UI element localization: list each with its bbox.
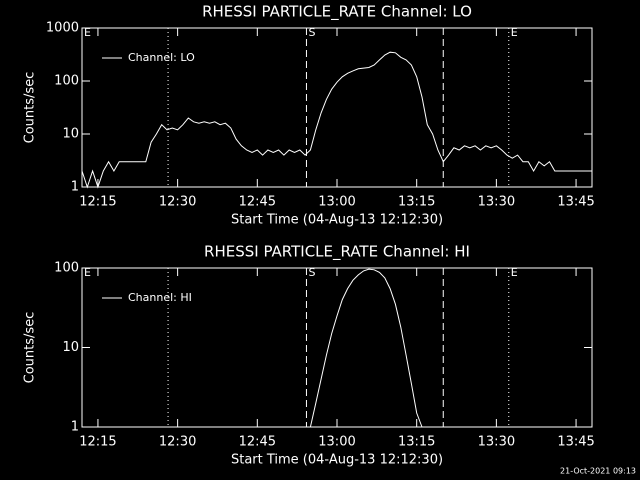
annotation: E <box>511 26 518 39</box>
y-tick-label: 1 <box>71 180 79 195</box>
chart-title: RHESSI PARTICLE_RATE Channel: LO <box>202 3 472 22</box>
x-tick-label: 13:00 <box>318 435 355 450</box>
x-tick-label: 12:15 <box>79 435 116 450</box>
y-axis-title: Counts/sec <box>23 312 38 384</box>
x-tick-label: 12:15 <box>79 195 116 210</box>
x-tick-label: 13:45 <box>557 435 594 450</box>
y-tick-label: 1000 <box>46 21 79 36</box>
annotation: E <box>511 266 518 279</box>
annotation: E <box>84 266 91 279</box>
y-axis-title: Counts/sec <box>23 72 38 144</box>
x-tick-label: 13:15 <box>398 435 435 450</box>
x-axis-title: Start Time (04-Aug-13 12:12:30) <box>231 453 443 468</box>
footer: 21-Oct-2021 09:13 <box>560 467 636 476</box>
x-tick-label: 13:30 <box>478 435 515 450</box>
x-tick-label: 12:30 <box>159 435 196 450</box>
y-tick-label: 10 <box>62 127 79 142</box>
legend-label: Channel: LO <box>128 51 195 64</box>
annotation: S <box>308 26 315 39</box>
series-line <box>81 51 592 189</box>
x-tick-label: 13:00 <box>318 195 355 210</box>
y-tick-label: 1 <box>71 420 79 435</box>
annotation: S <box>308 266 315 279</box>
x-tick-label: 13:45 <box>557 195 594 210</box>
y-tick-label: 10 <box>62 340 79 355</box>
y-tick-label: 100 <box>54 261 79 276</box>
x-tick-label: 12:45 <box>239 195 276 210</box>
x-tick-label: 12:30 <box>159 195 196 210</box>
series-line <box>309 268 423 428</box>
x-tick-label: 13:30 <box>478 195 515 210</box>
chart-title: RHESSI PARTICLE_RATE Channel: HI <box>204 243 470 262</box>
y-tick-label: 100 <box>54 74 79 89</box>
x-tick-label: 12:45 <box>239 435 276 450</box>
annotation: E <box>84 26 91 39</box>
x-tick-label: 13:15 <box>398 195 435 210</box>
legend-label: Channel: HI <box>128 291 192 304</box>
x-axis-title: Start Time (04-Aug-13 12:12:30) <box>231 213 443 228</box>
